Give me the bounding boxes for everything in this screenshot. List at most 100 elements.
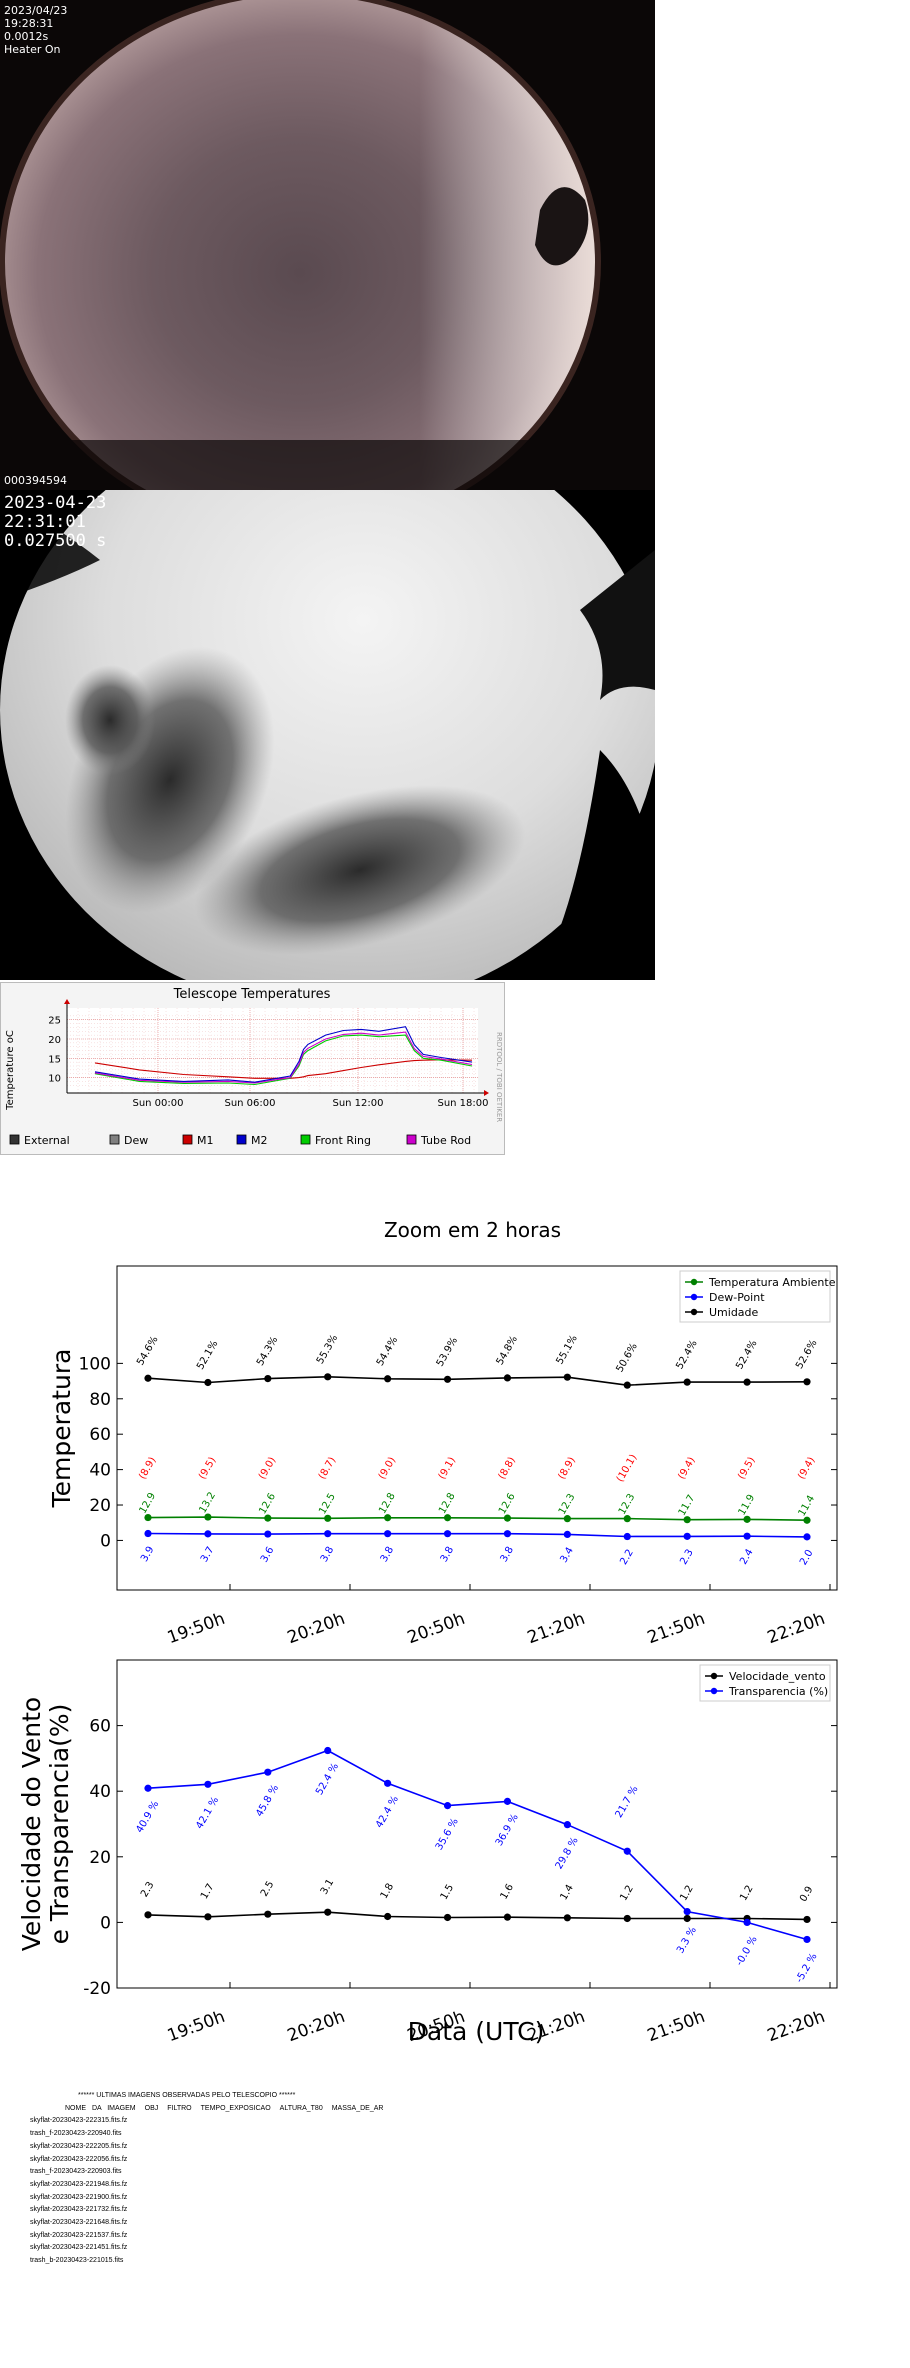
ambient-temperature-point xyxy=(503,1514,512,1522)
transparency-data-label: -5.2 % xyxy=(794,1952,820,1985)
temperature-legend-marker xyxy=(690,1278,698,1286)
dew-point-data-label: 3.7 xyxy=(199,1545,216,1564)
ambient-temperature-point xyxy=(563,1515,571,1523)
dew-spread-data-label: (8.8) xyxy=(497,1455,518,1481)
latest-image-file: skyflat-20230423-222056.fits.fz xyxy=(30,2155,128,2163)
ambient-temperature-data-label: 13.2 xyxy=(197,1490,218,1515)
wind-speed-data-label: 1.7 xyxy=(199,1882,216,1901)
temperature-y-tick-label: 40 xyxy=(89,1461,111,1481)
transparency-data-label: 29.8 % xyxy=(554,1836,581,1872)
wind-speed-point xyxy=(204,1913,212,1921)
humidity-point xyxy=(803,1378,811,1386)
transparency-data-label: 42.1 % xyxy=(194,1795,221,1831)
dew-point-data-label: 2.0 xyxy=(798,1548,815,1567)
dew-point-point xyxy=(144,1529,152,1538)
wind-legend-marker xyxy=(710,1687,718,1695)
transparency-data-label: 40.9 % xyxy=(134,1799,161,1835)
telescope-legend-label: Front Ring xyxy=(315,1134,371,1147)
latest-image-file: trash_f-20230423-220903.fits xyxy=(30,2168,122,2176)
dew-point-point xyxy=(204,1530,212,1538)
latest-images-column-header: ALTURA_T80 xyxy=(279,2104,323,2112)
temperature-x-tick-label: 20:50h xyxy=(405,1609,468,1648)
humidity-point xyxy=(503,1374,512,1382)
transparency-data-label: 52.4 % xyxy=(314,1761,341,1797)
dew-spread-data-label: (9.5) xyxy=(197,1455,218,1481)
latest-images-column-header: FILTRO xyxy=(167,2104,192,2112)
telescope-y-tick: 10 xyxy=(48,1074,61,1085)
ambient-temperature-data-label: 11.9 xyxy=(737,1493,758,1518)
dew-point-point xyxy=(803,1533,811,1541)
humidity-point xyxy=(623,1381,631,1389)
wind-y-tick-label: 40 xyxy=(89,1782,111,1802)
camera1-heater-status: Heater On xyxy=(4,43,61,56)
dew-point-point xyxy=(384,1530,392,1538)
ambient-temperature-data-label: 12.5 xyxy=(317,1492,338,1517)
temperature-y-tick-label: 60 xyxy=(89,1425,111,1445)
dew-point-data-label: 3.8 xyxy=(439,1545,456,1564)
telescope-x-tick: Sun 12:00 xyxy=(332,1098,383,1109)
dew-spread-data-label: (8.9) xyxy=(557,1455,578,1481)
wind-legend-marker xyxy=(710,1672,718,1680)
latest-images-list: ****** ULTIMAS IMAGENS OBSERVADAS PELO T… xyxy=(30,2090,392,2268)
cloud-camera-image: 2023-04-23 22:31:01 0.027500 s xyxy=(0,490,655,980)
temperature-x-tick-label: 20:20h xyxy=(285,1609,348,1648)
latest-images-column-header: TEMPO_EXPOSICAO xyxy=(200,2104,271,2112)
camera1-date: 2023/04/23 xyxy=(4,4,68,17)
dew-point-data-label: 2.2 xyxy=(618,1548,635,1567)
ambient-temperature-data-label: 12.3 xyxy=(617,1492,638,1517)
temperature-y-tick-label: 100 xyxy=(79,1354,111,1374)
transparency-data-label: 35.6 % xyxy=(434,1816,461,1852)
temperature-legend-marker xyxy=(690,1308,698,1316)
camera2-time: 22:31:01 xyxy=(4,512,86,532)
dew-spread-data-label: (9.4) xyxy=(796,1455,817,1481)
humidity-data-label: 52.6% xyxy=(794,1338,819,1371)
telescope-temperatures-panel: Telescope Temperatures Temperature oC RR… xyxy=(0,982,505,1155)
wind-legend xyxy=(699,1664,831,1702)
temperature-y-tick-label: 20 xyxy=(89,1496,111,1516)
transparency-point xyxy=(443,1802,452,1810)
latest-images-columns: NOME DA IMAGEM OBJ FILTRO TEMPO_EXPOSICAO AL… xyxy=(30,2103,392,2116)
humidity-point xyxy=(683,1378,691,1386)
dew-point-data-label: 3.8 xyxy=(379,1545,396,1564)
temperature-x-tick-label: 22:20h xyxy=(765,1609,828,1648)
wind-legend-label: Velocidade_vento xyxy=(729,1670,826,1683)
humidity-data-label: 54.6% xyxy=(135,1334,160,1367)
temperature-legend-label: Dew-Point xyxy=(709,1291,765,1304)
temperature-legend-label: Umidade xyxy=(709,1306,759,1319)
ambient-temperature-point xyxy=(743,1515,751,1523)
ambient-temperature-point xyxy=(683,1516,691,1524)
ambient-temperature-data-label: 12.8 xyxy=(377,1491,398,1516)
temperature-y-tick-label: 80 xyxy=(89,1390,111,1410)
transparency-point xyxy=(324,1746,332,1755)
camera1-time: 19:28:31 xyxy=(4,17,54,30)
latest-images-title: ****** ULTIMAS IMAGENS OBSERVADAS PELO T… xyxy=(78,2092,296,2099)
wind-speed-data-label: 2.3 xyxy=(139,1880,156,1899)
dew-point-point xyxy=(563,1530,571,1539)
ambient-temperature-line xyxy=(147,1516,808,1521)
dew-spread-data-label: (9.0) xyxy=(257,1455,278,1481)
dew-point-data-label: 2.3 xyxy=(678,1547,695,1566)
transparency-line xyxy=(147,1749,808,1941)
telescope-legend-label: External xyxy=(24,1134,70,1147)
transparency-point xyxy=(803,1935,811,1944)
latest-images-column-header: OBJ xyxy=(144,2104,159,2112)
wind-speed-data-label: 1.5 xyxy=(439,1883,456,1902)
wind-speed-data-label: 1.2 xyxy=(678,1884,695,1903)
wind-speed-point xyxy=(803,1915,811,1924)
wind-x-tick-label: 20:20h xyxy=(285,2007,348,2046)
allsky-fisheye-view xyxy=(0,0,655,490)
cloud-fisheye-view xyxy=(0,490,655,980)
ambient-temperature-point xyxy=(803,1516,811,1524)
wind-y-tick-label: 60 xyxy=(89,1717,111,1737)
latest-image-file: skyflat-20230423-221948.fits.fz xyxy=(30,2180,128,2188)
humidity-point xyxy=(563,1373,571,1381)
dew-point-data-label: 3.9 xyxy=(139,1545,156,1564)
temperature-x-tick-label: 21:50h xyxy=(645,1609,708,1648)
dew-point-point xyxy=(264,1530,272,1538)
rrdtool-credit: RRDTOOL / TOBI OETIKER xyxy=(495,1032,503,1122)
humidity-point xyxy=(264,1375,272,1383)
ambient-temperature-data-label: 12.9 xyxy=(138,1491,159,1516)
dew-point-data-label: 3.6 xyxy=(259,1545,276,1564)
humidity-point xyxy=(204,1378,212,1387)
wind-speed-data-label: 0.9 xyxy=(798,1885,815,1904)
